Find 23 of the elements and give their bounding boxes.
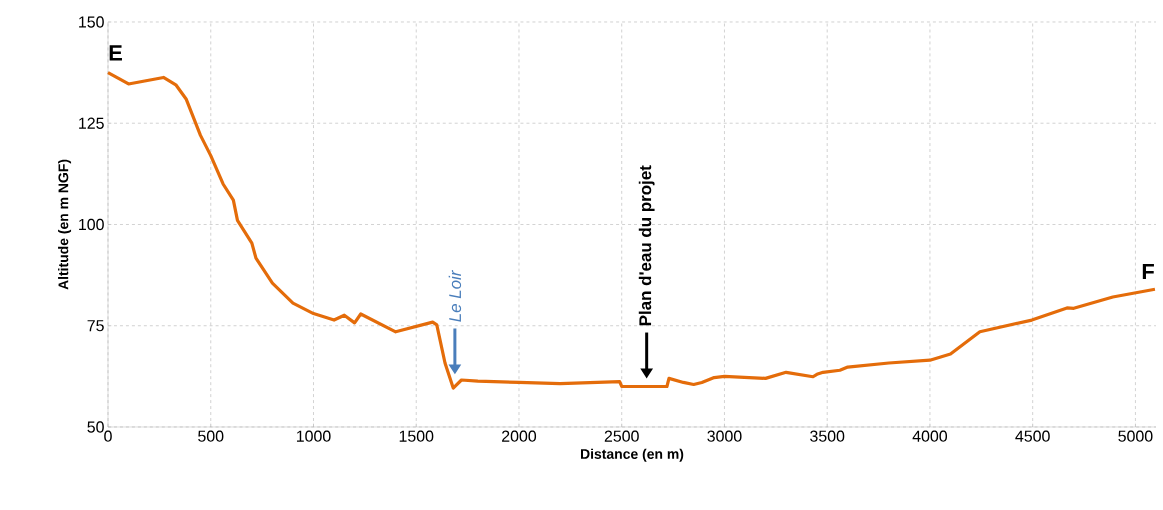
line-series [106,71,1157,390]
x-tick-label: 4000 [912,430,948,442]
x-tick-label: 5000 [1118,430,1153,442]
x-tick-label: 2500 [604,430,639,442]
x-tick-label: 2000 [502,430,537,442]
x-axis-title: Distance (en m) [581,448,684,462]
x-tick-label: 1500 [399,430,434,442]
x-tick-label: 1000 [296,430,331,442]
x-tick-label: 500 [198,430,224,442]
annotation: E [109,45,122,61]
y-tick-label: 75 [87,320,104,332]
x-tick-label: 3500 [810,430,845,442]
y-tick-label: 150 [79,16,104,28]
annotation: Le Loir [448,269,462,322]
y-axis-title: Altitude (en m NGF) [58,159,72,290]
y-tick-label: 50 [87,421,104,433]
annotation: Plan d'eau du projet [638,165,655,326]
annotation: F [1142,264,1154,280]
x-tick-label: 3000 [707,430,742,442]
x-tick-label: 4500 [1015,430,1050,442]
x-tick-label: 0 [104,430,112,442]
y-tick-label: 125 [79,117,104,129]
y-tick-label: 100 [79,218,104,231]
